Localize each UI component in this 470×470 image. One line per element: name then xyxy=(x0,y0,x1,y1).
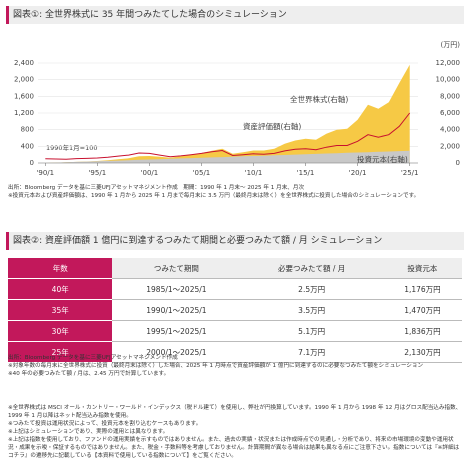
y2-unit: (万円) xyxy=(441,41,461,49)
area xyxy=(45,150,410,163)
cell: 7.1万円 xyxy=(240,341,383,363)
cell: 35年 xyxy=(8,299,113,321)
y2-tick-label: 2,000 xyxy=(440,142,460,150)
x-tick-label: '10/1 xyxy=(245,169,263,177)
row: 40年 1985/1～2025/1 2.5万円 1,176万円 xyxy=(8,278,462,300)
series-label: 投資元本(右軸) xyxy=(357,154,408,164)
table: 年数 つみたて期間 必要つみたて額 / 月投資元本 40年 1985/1～2025/1 2… xyxy=(8,258,462,363)
cell: 2,130万円 xyxy=(382,341,462,363)
note: ※40 年の必要つみたて額 / 月は、2.45 万円で計算しています。 xyxy=(8,371,170,377)
chart-title: 図表①: 全世界株式に 35 年間つみたてした場合のシミュレーション xyxy=(6,6,464,24)
y-tick-label: 1,600 xyxy=(14,92,34,100)
row: 30年 1995/1～2025/1 5.1万円 1,836万円 xyxy=(8,320,462,342)
x-tick-label: '25/1 xyxy=(401,169,419,177)
y2-tick-label: 12,000 xyxy=(436,59,461,67)
y2-tick-label: 4,000 xyxy=(440,126,460,134)
series-label: 全世界株式(右軸) xyxy=(290,94,348,104)
row: 35年 1990/1～2025/1 3.5万円 1,470万円 xyxy=(8,299,462,321)
note: ※上記は指数を使用しており、ファンドの運用実績を示すものではありません。また、過… xyxy=(8,437,460,459)
y2-tick-label: 8,000 xyxy=(440,92,460,100)
cell: 1,176万円 xyxy=(382,278,462,300)
x-tick-label: '05/1 xyxy=(193,169,211,177)
y2-tick-label: 6,000 xyxy=(440,109,460,117)
line xyxy=(45,112,411,160)
y-tick-label: 400 xyxy=(21,142,34,150)
cell: 1990/1～2025/1 xyxy=(112,299,241,321)
header-cell: 必要つみたて額 / 月 xyxy=(240,258,383,279)
x-tick-label: '00/1 xyxy=(141,169,159,177)
note: ※つみたて投資は運用状況によって、投資元本を割り込むケースもあります。 xyxy=(8,421,202,427)
y2-tick-label: 10,000 xyxy=(436,76,461,84)
annotation: 1990年1月=100 xyxy=(46,143,98,152)
row: 25年 2000/1～2025/1 7.1万円 2,130万円 xyxy=(8,341,462,363)
table-title: 図表②: 資産評価額 1 億円に到達するつみたて期間と必要つみたて額 / 月 シ… xyxy=(6,232,464,250)
cell: 25年 xyxy=(8,341,113,363)
note: ※全世界株式は MSCI オール・カントリー・ワールド・インデックス（税ドル建て… xyxy=(8,405,462,419)
area xyxy=(45,64,410,163)
cell: 2000/1～2025/1 xyxy=(112,341,241,363)
header-cell: 投資元本 xyxy=(382,258,462,279)
y-tick-label: 0 xyxy=(30,159,34,167)
grid xyxy=(38,62,418,164)
cell: 40年 xyxy=(8,278,113,300)
x-tick-label: '20/1 xyxy=(349,169,367,177)
cell: 30年 xyxy=(8,320,113,342)
cell: 1995/1～2025/1 xyxy=(112,320,241,342)
y-tick-label: 800 xyxy=(21,126,34,134)
note: ※投資元本および資産評価額は、1990 年 1 月から 2025 年 1 月まで… xyxy=(8,193,420,199)
y-tick-label: 2,000 xyxy=(14,76,34,84)
header-row: 年数 つみたて期間 必要つみたて額 / 月投資元本 xyxy=(8,258,462,279)
cell: 2.5万円 xyxy=(240,278,383,300)
x-tick-label: '90/1 xyxy=(36,169,54,177)
table-notes: 出所：Bloomberg データを基に三菱UFJアセットマネジメント作成 ※対象年… xyxy=(8,354,463,378)
note: 出所：Bloomberg データを基に三菱UFJアセットマネジメント作成 期間：… xyxy=(8,185,305,191)
x-tick-label: '95/1 xyxy=(89,169,107,177)
y-tick-label: 2,400 xyxy=(14,59,34,67)
cell: 1,470万円 xyxy=(382,299,462,321)
cell: 1,836万円 xyxy=(382,320,462,342)
header-cell: つみたて期間 xyxy=(112,258,241,279)
cell: 1985/1～2025/1 xyxy=(112,278,241,300)
chart-notes: 出所：Bloomberg データを基に三菱UFJアセットマネジメント作成 期間：… xyxy=(8,184,463,200)
footnotes: ※全世界株式は MSCI オール・カントリー・ワールド・インデックス（税ドル建て… xyxy=(8,404,463,460)
series-label: 資産評価額(右軸) xyxy=(243,121,301,131)
chart: (万円) 1990年1月=100 0 400 800 1,200 1,600 2,000 2… xyxy=(14,41,461,177)
cell: 5.1万円 xyxy=(240,320,383,342)
note: 出所：Bloomberg データを基に三菱UFJアセットマネジメント作成 xyxy=(8,355,178,361)
note: ※対象年数の毎月末に全世界株式に投資（最終月末は除く）した場合、2025 年 1… xyxy=(8,363,424,369)
header-cell: 年数 xyxy=(8,258,113,279)
note: ※上記はシミュレーションであり、実際の運用とは異なります。 xyxy=(8,429,169,435)
x-tick-label: '15/1 xyxy=(297,169,315,177)
cell: 3.5万円 xyxy=(240,299,383,321)
y-tick-label: 1,200 xyxy=(14,109,34,117)
y2-tick-label: 0 xyxy=(456,159,460,167)
